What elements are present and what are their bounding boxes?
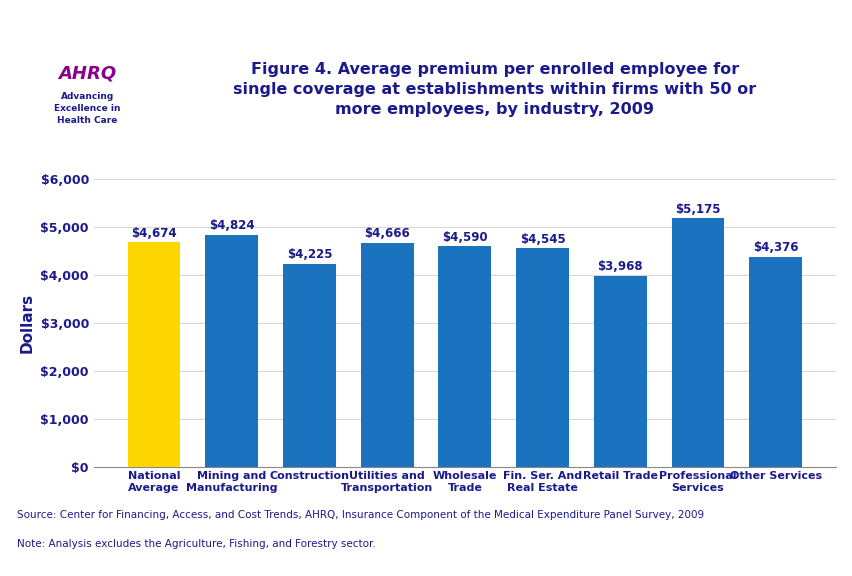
Y-axis label: Dollars: Dollars <box>20 293 35 353</box>
Bar <box>671 218 723 467</box>
Bar <box>593 276 646 467</box>
Bar <box>748 256 801 467</box>
Text: $4,674: $4,674 <box>131 226 176 240</box>
Bar <box>205 235 258 467</box>
Text: AHRQ: AHRQ <box>58 64 117 82</box>
Text: Advancing
Excellence in
Health Care: Advancing Excellence in Health Care <box>55 92 120 125</box>
Text: $3,968: $3,968 <box>596 260 642 274</box>
Bar <box>283 264 336 467</box>
Bar <box>128 242 181 467</box>
Text: $4,666: $4,666 <box>364 227 410 240</box>
Text: $4,545: $4,545 <box>519 233 565 246</box>
Bar <box>515 248 568 467</box>
Text: $4,376: $4,376 <box>752 241 797 254</box>
Text: Note: Analysis excludes the Agriculture, Fishing, and Forestry sector.: Note: Analysis excludes the Agriculture,… <box>17 539 376 548</box>
Text: Source: Center for Financing, Access, and Cost Trends, AHRQ, Insurance Component: Source: Center for Financing, Access, an… <box>17 510 704 520</box>
Text: $4,590: $4,590 <box>441 230 487 244</box>
Text: $4,824: $4,824 <box>209 219 254 232</box>
Bar <box>438 247 491 467</box>
Text: $5,175: $5,175 <box>675 203 720 215</box>
Text: Figure 4. Average premium per enrolled employee for
single coverage at establish: Figure 4. Average premium per enrolled e… <box>233 62 756 116</box>
Text: $4,225: $4,225 <box>286 248 331 261</box>
Bar <box>360 242 413 467</box>
